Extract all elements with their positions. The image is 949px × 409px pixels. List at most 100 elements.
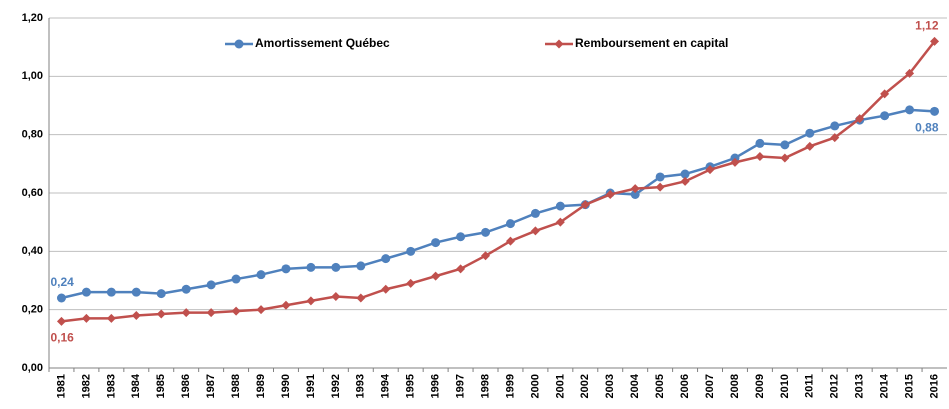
series-line [61, 40, 936, 323]
x-tick-label: 2012 [829, 374, 841, 398]
point [206, 280, 216, 290]
x-tick-label: 1986 [180, 374, 192, 398]
point [131, 287, 141, 297]
point [431, 238, 441, 248]
point [431, 271, 441, 281]
data-label: 1,12 [915, 19, 939, 33]
x-tick-label: 1998 [479, 374, 491, 398]
point [530, 208, 540, 218]
point [481, 251, 491, 261]
x-tick-label: 2011 [804, 374, 816, 398]
point [655, 172, 665, 182]
point [680, 176, 690, 186]
point [131, 311, 141, 320]
point [805, 141, 815, 151]
y-tick-label: 0,20 [22, 304, 43, 316]
x-tick-label: 1999 [504, 374, 516, 398]
x-tick-label: 1989 [255, 374, 267, 398]
point [156, 309, 166, 319]
x-tick-label: 1993 [355, 374, 367, 398]
point [605, 189, 615, 199]
x-tick-label: 2013 [854, 374, 866, 398]
point [481, 227, 491, 237]
x-tick-label: 1994 [380, 373, 392, 398]
point [81, 313, 91, 323]
x-tick-label: 2003 [604, 374, 616, 398]
legend-marker [554, 39, 564, 49]
y-tick-label: 1,00 [22, 70, 43, 82]
x-tick-label: 1984 [130, 373, 142, 398]
point [356, 261, 366, 271]
x-tick-label: 2000 [529, 374, 541, 398]
y-tick-label: 0,80 [22, 129, 43, 141]
x-tick-label: 2006 [679, 374, 691, 398]
point [830, 121, 840, 131]
x-tick-label: 2005 [654, 374, 666, 398]
point [655, 182, 665, 192]
point [830, 133, 840, 143]
series-line [61, 108, 935, 300]
x-tick-label: 2001 [554, 374, 566, 398]
x-tick-label: 1992 [330, 374, 342, 398]
x-tick-label: 1981 [55, 374, 67, 398]
point [630, 184, 640, 194]
data-label: 0,16 [50, 331, 74, 345]
point [780, 140, 790, 150]
x-tick-label: 2016 [928, 374, 940, 398]
point [880, 89, 890, 99]
point [56, 316, 66, 326]
x-tick-label: 2004 [629, 373, 641, 398]
x-tick-label: 2009 [754, 374, 766, 398]
y-tick-label: 0,60 [22, 187, 43, 199]
point [730, 157, 740, 167]
point [406, 246, 416, 256]
y-tick-label: 0,00 [22, 362, 43, 374]
point [880, 111, 890, 121]
point [855, 114, 865, 124]
point [630, 189, 640, 199]
point [755, 138, 765, 148]
point [580, 200, 590, 210]
point [231, 306, 241, 316]
point [356, 293, 366, 303]
point [331, 262, 341, 272]
point [306, 296, 316, 306]
point [705, 165, 715, 175]
x-tick-label: 2008 [729, 374, 741, 398]
point [256, 270, 266, 280]
point [755, 152, 765, 162]
data-label: 0,24 [50, 275, 74, 289]
point [331, 292, 341, 302]
point [905, 105, 915, 115]
point [231, 274, 241, 284]
point [456, 232, 466, 242]
point [930, 106, 940, 116]
point [530, 226, 540, 236]
x-tick-label: 2007 [704, 374, 716, 398]
point [555, 201, 565, 211]
point [281, 264, 291, 274]
x-tick-label: 1991 [305, 374, 317, 398]
point [930, 36, 940, 46]
legend-marker [234, 39, 244, 49]
point [81, 287, 91, 297]
point [555, 217, 565, 227]
point [381, 254, 391, 264]
x-tick-label: 2015 [903, 374, 915, 398]
x-tick-label: 1985 [155, 374, 167, 398]
point [281, 300, 291, 310]
x-tick-label: 1990 [280, 374, 292, 398]
x-tick-label: 1982 [80, 374, 92, 398]
point [106, 287, 116, 297]
point [505, 236, 515, 246]
point [306, 262, 316, 272]
point [805, 128, 815, 138]
legend-label: Remboursement en capital [575, 36, 728, 50]
x-tick-label: 2002 [579, 374, 591, 398]
point [256, 305, 266, 315]
x-tick-label: 1997 [454, 374, 466, 398]
point [181, 308, 191, 318]
point [456, 264, 466, 274]
point [206, 308, 216, 318]
